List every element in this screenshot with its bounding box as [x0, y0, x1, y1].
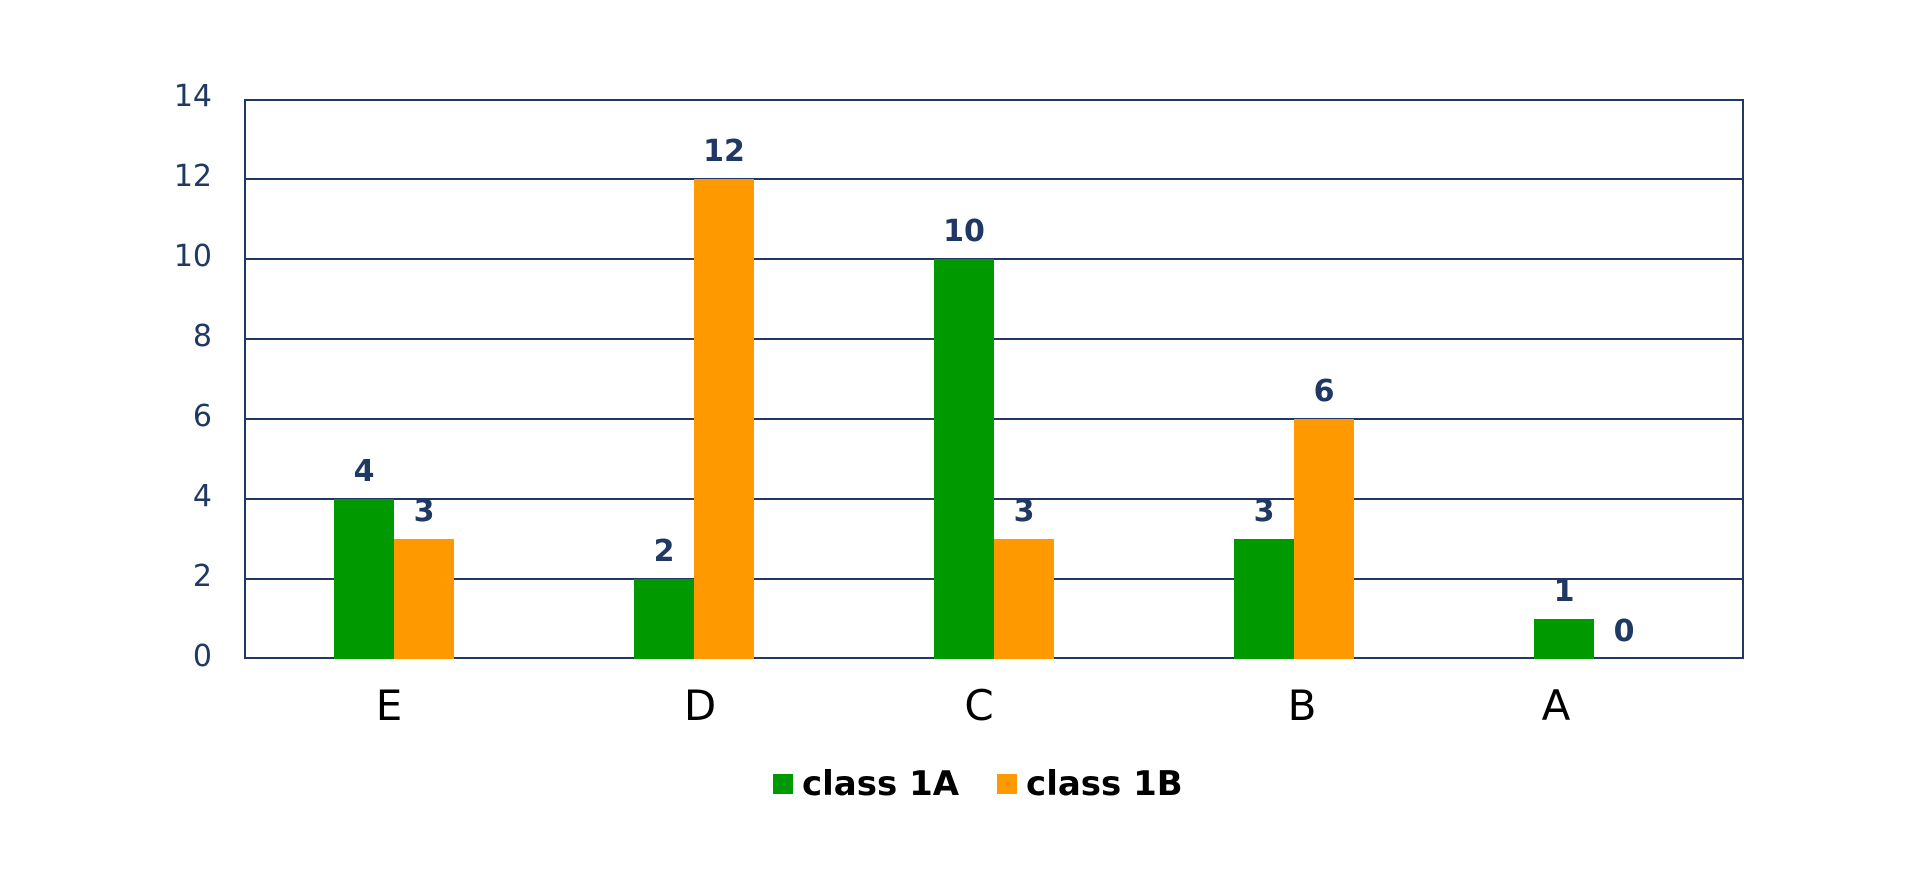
legend-item: class 1A — [773, 764, 959, 804]
y-tick-label: 0 — [192, 639, 212, 674]
data-label: 12 — [703, 134, 745, 169]
x-tick-label: B — [1287, 681, 1317, 730]
data-label: 2 — [653, 534, 675, 569]
bar-class-1b-e — [394, 539, 454, 659]
bar-class-1a-c — [934, 259, 994, 659]
data-label: 1 — [1553, 574, 1575, 609]
legend-label: class 1A — [802, 764, 960, 804]
gridline — [244, 498, 1744, 500]
data-label: 10 — [943, 214, 985, 249]
legend-item: class 1B — [997, 764, 1183, 804]
gridline — [244, 258, 1744, 260]
bar-class-1a-a — [1534, 619, 1594, 659]
bar-class-1a-d — [634, 579, 694, 659]
gridline — [244, 338, 1744, 340]
legend-swatch-icon — [773, 774, 793, 794]
gridline — [244, 178, 1744, 180]
legend-swatch-icon — [997, 774, 1018, 794]
bar-class-1b-b — [1294, 419, 1354, 659]
data-label: 6 — [1313, 374, 1335, 409]
y-tick-label: 10 — [173, 239, 212, 274]
legend: class 1A class 1B — [773, 764, 1221, 804]
x-tick-label: E — [375, 681, 403, 730]
data-label: 3 — [1013, 494, 1035, 529]
y-tick-label: 2 — [192, 559, 212, 594]
x-tick-label: D — [683, 681, 717, 730]
gridline — [244, 418, 1744, 420]
y-tick-label: 12 — [173, 159, 212, 194]
bar-class-1b-d — [694, 179, 754, 659]
legend-label: class 1B — [1026, 764, 1183, 804]
y-tick-label: 8 — [192, 319, 212, 354]
data-label: 3 — [1253, 494, 1275, 529]
bar-class-1a-e — [334, 499, 394, 659]
data-label: 4 — [353, 454, 375, 489]
y-tick-label: 6 — [192, 399, 212, 434]
x-tick-label: A — [1541, 681, 1571, 730]
x-tick-label: C — [964, 681, 994, 730]
bar-class-1b-c — [994, 539, 1054, 659]
data-label: 0 — [1613, 614, 1635, 649]
bar-class-1a-b — [1234, 539, 1294, 659]
y-tick-label: 14 — [173, 79, 212, 114]
data-label: 3 — [413, 494, 435, 529]
y-tick-label: 4 — [192, 479, 212, 514]
